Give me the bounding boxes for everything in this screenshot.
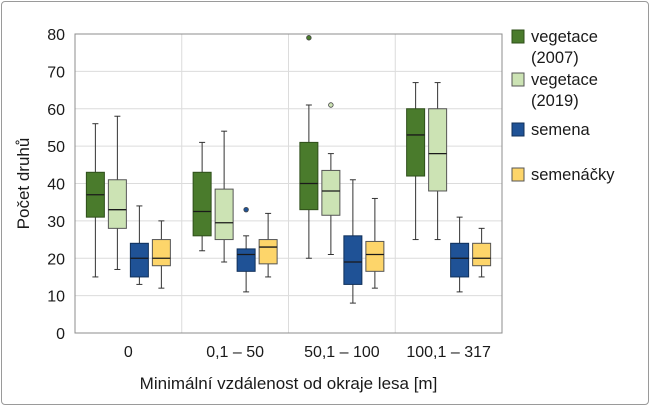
box-3-1	[258, 212, 278, 278]
box-iqr	[214, 188, 234, 241]
box-2-2	[343, 179, 363, 304]
legend-swatch	[511, 29, 525, 44]
box-iqr	[343, 235, 363, 285]
legend-label: vegetace	[531, 71, 598, 89]
legend-label: semena	[531, 121, 591, 139]
y-tick-label: 50	[47, 139, 65, 156]
plot-area	[74, 33, 503, 334]
x-tick-label: 0,1 – 50	[206, 344, 264, 361]
y-tick-label: 70	[47, 64, 65, 81]
box-2-1	[236, 206, 256, 293]
box-iqr	[236, 248, 256, 272]
y-tick-label: 60	[47, 102, 65, 119]
box-0-3	[406, 82, 426, 241]
y-tick-label: 30	[47, 214, 65, 231]
box-0-0	[85, 123, 105, 278]
y-tick-label: 80	[47, 27, 65, 44]
x-tick-label: 50,1 – 100	[304, 344, 380, 361]
y-tick-label: 10	[47, 289, 65, 306]
legend-swatch	[511, 167, 525, 182]
box-3-3	[472, 227, 492, 278]
boxes-layer	[85, 35, 492, 304]
box-1-3	[428, 82, 448, 241]
y-tick-label: 40	[47, 177, 65, 194]
legend-label: vegetace	[531, 28, 598, 46]
box-2-0	[129, 205, 149, 285]
box-1-0	[107, 115, 127, 270]
box-iqr	[406, 108, 426, 177]
x-tick-labels: 0 0,1 – 50 50,1 – 100 100,1 – 317	[124, 344, 491, 361]
y-tick-label: 0	[56, 326, 65, 343]
outlier-point	[243, 206, 249, 213]
x-axis-title: Minimální vzdálenost od okraje lesa [m]	[140, 374, 438, 393]
box-2-3	[450, 216, 470, 293]
box-1-1	[214, 130, 234, 263]
box-iqr	[151, 239, 171, 267]
legend-label: (2007)	[531, 49, 579, 67]
box-0-1	[192, 141, 212, 252]
box-3-2	[365, 197, 385, 289]
x-tick-label: 0	[124, 344, 133, 361]
y-tick-labels: 0 10 20 30 40 50 60 70 80	[47, 27, 65, 343]
box-iqr	[428, 108, 448, 192]
outlier-point	[328, 102, 334, 108]
box-iqr	[192, 171, 212, 237]
box-3-0	[151, 220, 171, 289]
y-axis-title: Počet druhů	[14, 138, 33, 230]
box-iqr	[299, 141, 319, 211]
legend-label: (2019)	[531, 92, 579, 110]
box-iqr	[107, 179, 127, 229]
box-0-2	[299, 35, 319, 259]
y-tick-label: 20	[47, 251, 65, 268]
box-iqr	[129, 242, 149, 278]
box-iqr	[472, 242, 492, 267]
box-iqr	[450, 242, 470, 278]
box-1-2	[321, 102, 341, 256]
legend-swatch	[511, 72, 525, 87]
legend-label: semenáčky	[531, 166, 615, 184]
box-iqr	[321, 169, 341, 216]
outlier-point	[306, 35, 312, 41]
box-iqr	[365, 240, 385, 272]
x-tick-label: 100,1 – 317	[406, 344, 491, 361]
legend-swatch	[511, 122, 525, 137]
box-iqr	[258, 239, 278, 265]
legend: vegetace (2007) vegetace (2019) semena semená…	[511, 28, 615, 184]
